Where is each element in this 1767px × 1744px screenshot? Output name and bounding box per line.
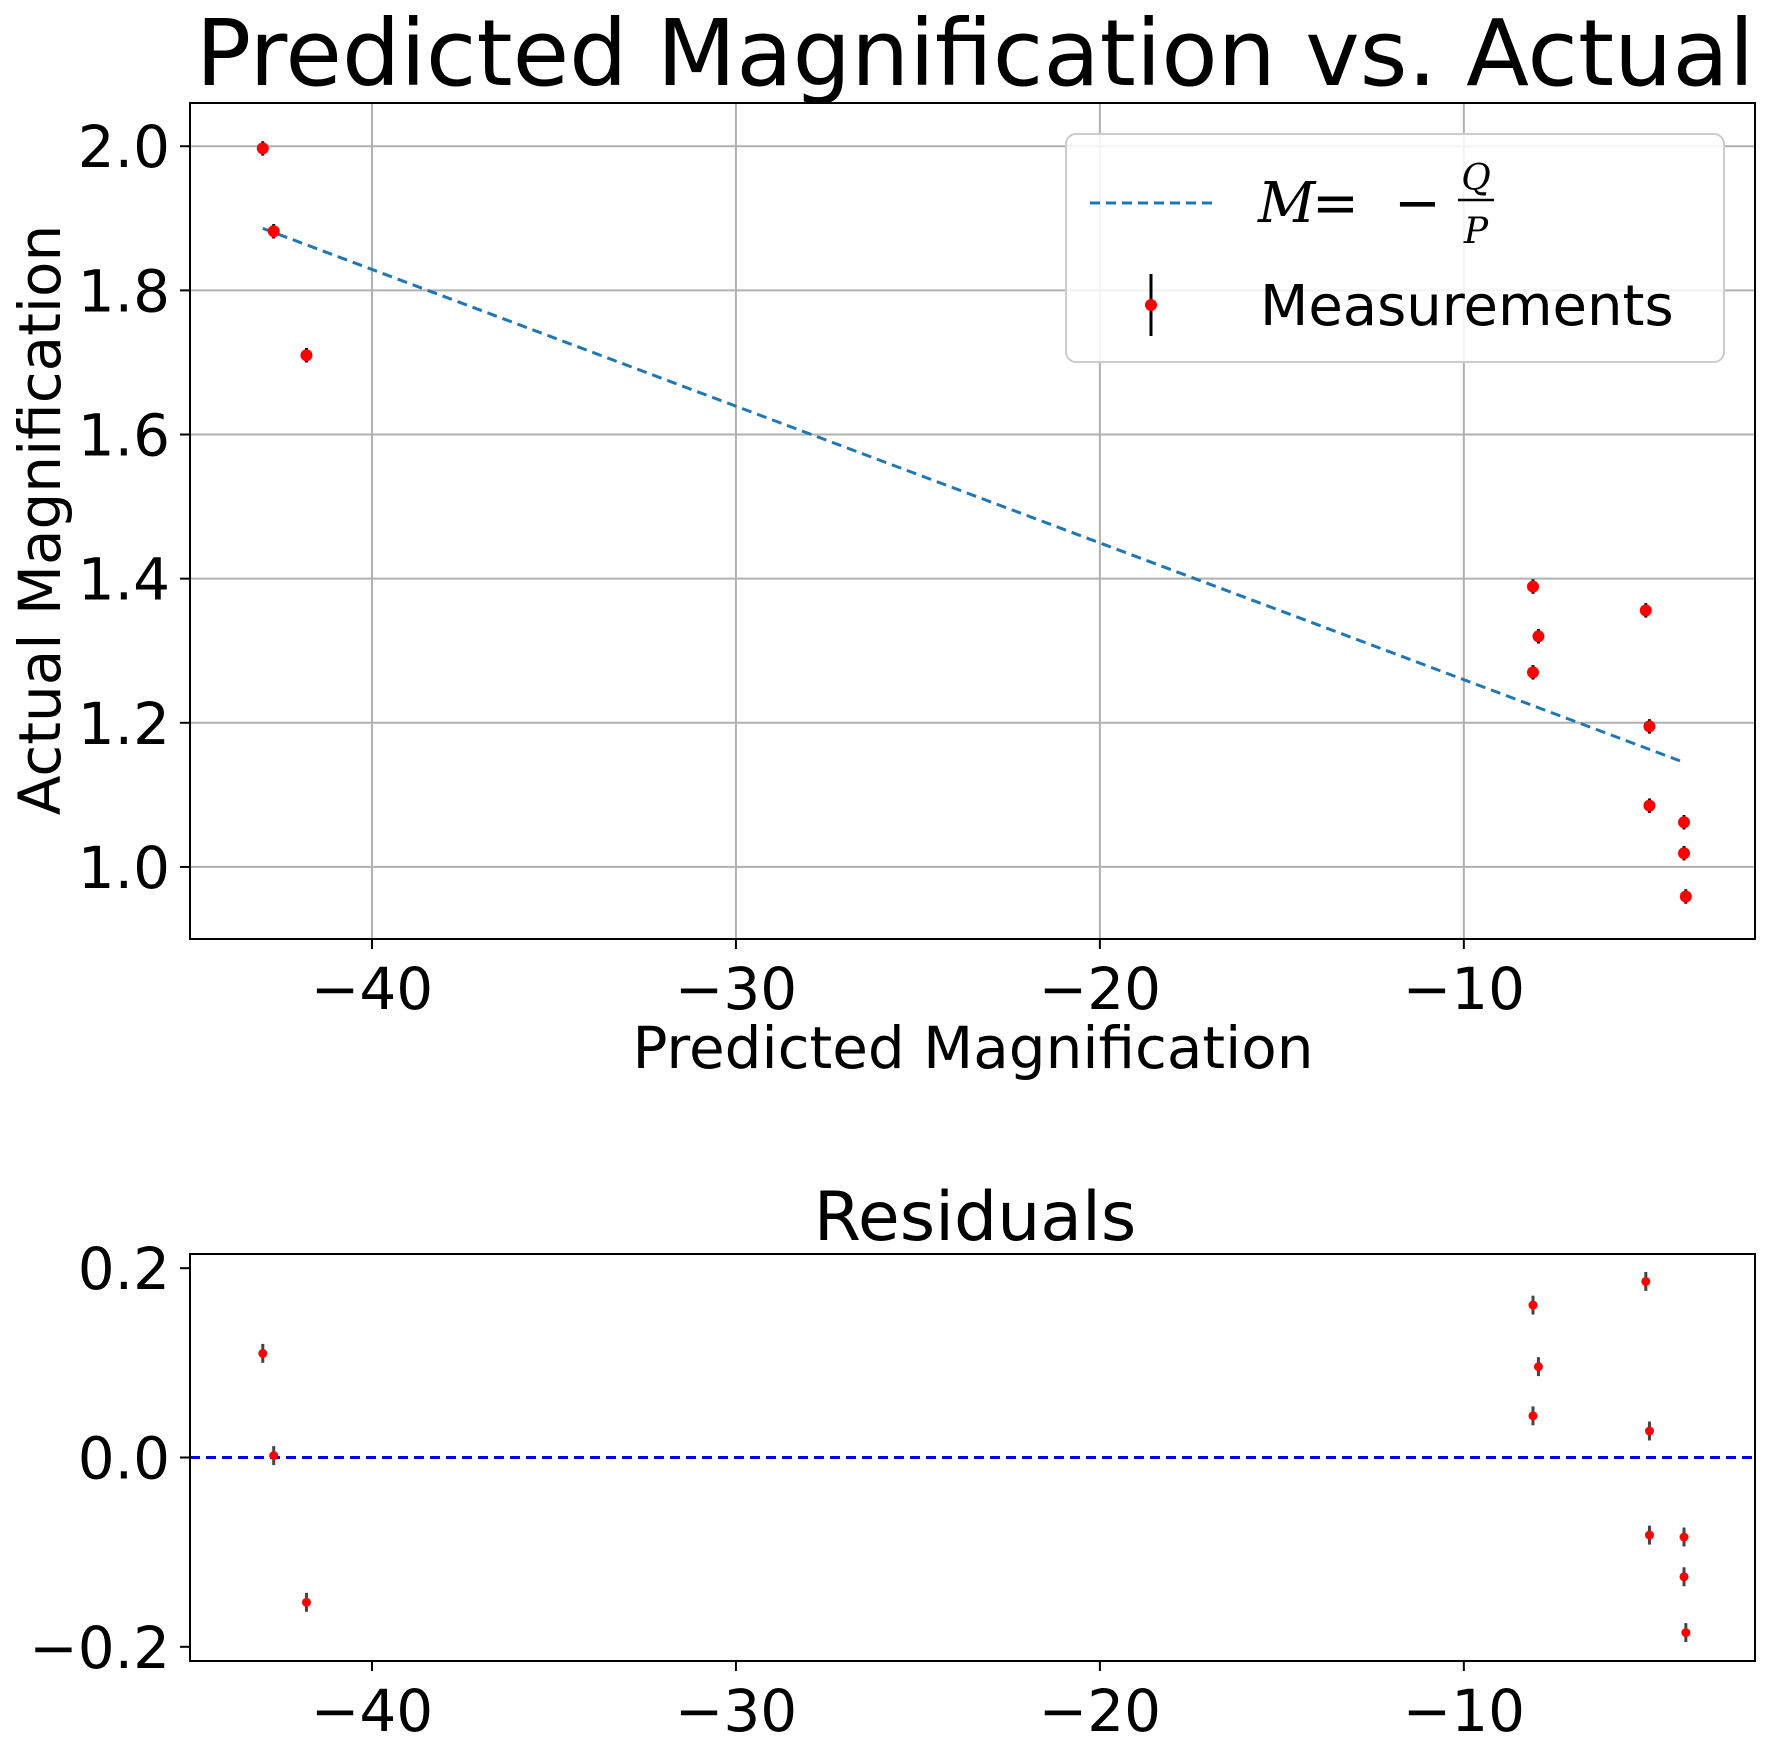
y-tick-label: 1.8 [78, 257, 170, 325]
legend-fit-eq: = [1312, 171, 1359, 236]
main-fit-line [262, 226, 1683, 764]
x-tick-label: −30 [675, 1677, 797, 1744]
main-legend: M = − Q P Measurements [1065, 133, 1725, 363]
y-tick-label: −0.2 [29, 1614, 170, 1682]
y-tick-label: 2.0 [78, 113, 170, 181]
data-point [1644, 1426, 1654, 1436]
data-point [1532, 630, 1545, 643]
data-point [300, 349, 313, 362]
data-point [1526, 580, 1539, 593]
data-point [1526, 666, 1539, 679]
main-measurement-points [256, 141, 1692, 904]
x-tick-label: −10 [1403, 1677, 1525, 1744]
data-point [1528, 1411, 1538, 1421]
main-plot-frame [189, 102, 1756, 940]
legend-fit-numerator: Q [1461, 158, 1491, 199]
data-point [1641, 1276, 1651, 1286]
main-chart-title: Predicted Magnification vs. Actual [196, 0, 1755, 107]
main-y-axis-label: Actual Magnification [6, 225, 74, 815]
legend-fit-lhs: M [1257, 171, 1317, 236]
data-point [1681, 1628, 1691, 1638]
data-point [267, 225, 280, 238]
data-point [1528, 1300, 1538, 1310]
residual-points [258, 1271, 1691, 1643]
data-point [1679, 1532, 1689, 1542]
data-point [1644, 1530, 1654, 1540]
data-point [1678, 847, 1691, 860]
data-point [1679, 1572, 1689, 1582]
x-tick-label: −30 [675, 955, 797, 1023]
y-tick-label: 1.6 [78, 402, 170, 470]
y-tick-label: 1.0 [78, 834, 170, 902]
residuals-y-ticks: −0.2 0.0 0.2 [29, 1235, 190, 1682]
data-point [258, 1348, 268, 1358]
legend-fit-denominator: P [1463, 211, 1489, 252]
data-point [1643, 799, 1656, 812]
data-point [269, 1451, 279, 1461]
y-tick-label: 1.4 [78, 546, 170, 614]
residuals-x-ticks: −40 −30 −20 −10 [311, 1661, 1525, 1744]
x-tick-label: −20 [1039, 955, 1161, 1023]
data-point [1679, 890, 1692, 903]
legend-fit-label: M = − Q P [1257, 158, 1494, 252]
legend-fit-minus: − [1394, 171, 1441, 236]
residuals-title: Residuals [814, 1178, 1137, 1257]
data-point [301, 1597, 311, 1607]
x-tick-label: −10 [1403, 955, 1525, 1023]
legend-box [1065, 133, 1725, 363]
data-point [1678, 816, 1691, 829]
legend-measurement-label: Measurements [1260, 274, 1674, 339]
legend-measurement-marker-swatch [1145, 299, 1157, 311]
x-tick-label: −40 [311, 955, 433, 1023]
main-y-ticks: 1.0 1.2 1.4 1.6 1.8 2.0 [78, 113, 190, 902]
data-point [1533, 1362, 1543, 1372]
y-tick-label: 0.0 [78, 1425, 170, 1493]
y-tick-label: 1.2 [78, 690, 170, 758]
y-tick-label: 0.2 [78, 1235, 170, 1303]
main-x-axis-label: Predicted Magnification [632, 1014, 1313, 1082]
main-x-ticks: −40 −30 −20 −10 [311, 939, 1525, 1023]
data-point [256, 142, 269, 155]
x-tick-label: −40 [311, 1677, 433, 1744]
data-point [1639, 604, 1652, 617]
x-tick-label: −20 [1039, 1677, 1161, 1744]
data-point [1643, 720, 1656, 733]
